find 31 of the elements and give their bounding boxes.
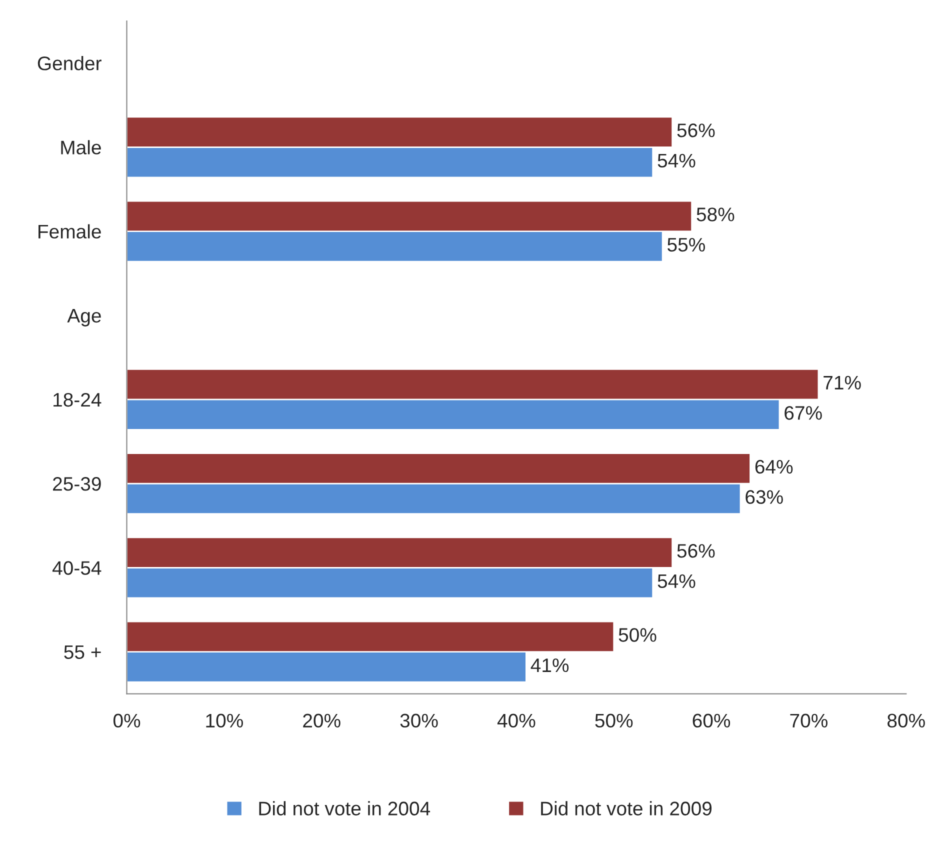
data-label: 63%	[746, 490, 783, 504]
y-tick-label: Age	[67, 309, 101, 326]
data-label: 54%	[658, 574, 696, 588]
data-label: 58%	[696, 208, 734, 222]
x-tick-label: 80%	[888, 714, 925, 728]
y-tick-label: 18-24	[54, 392, 102, 407]
x-tick-label: 20%	[303, 714, 340, 728]
data-label: 55%	[668, 238, 705, 252]
y-tick-label: 25-39	[53, 477, 101, 491]
data-label: 56%	[677, 544, 715, 558]
data-label: 64%	[755, 460, 793, 474]
legend-label: Did not vote in 2009	[541, 801, 712, 816]
y-tick-label: 40-54	[52, 561, 102, 575]
data-label: 67%	[784, 406, 822, 420]
x-tick-label: 70%	[790, 714, 828, 728]
y-tick-label: Male	[61, 140, 101, 154]
x-tick-label: 60%	[692, 714, 730, 728]
legend-label: Did not vote in 2004	[259, 801, 430, 816]
data-label: 41%	[530, 658, 569, 672]
data-label: 56%	[677, 123, 715, 138]
x-tick-label: 0%	[113, 714, 140, 728]
x-tick-label: 50%	[595, 714, 633, 728]
x-tick-label: 30%	[400, 714, 438, 728]
x-tick-label: 40%	[497, 714, 536, 728]
x-tick-label: 10%	[206, 714, 243, 728]
data-label: 54%	[658, 154, 696, 168]
data-label: 50%	[618, 628, 656, 642]
data-label: 71%	[824, 376, 861, 390]
y-tick-label: Female	[38, 224, 101, 239]
y-tick-label: 55 +	[64, 645, 101, 660]
y-tick-label: Gender	[38, 56, 102, 70]
